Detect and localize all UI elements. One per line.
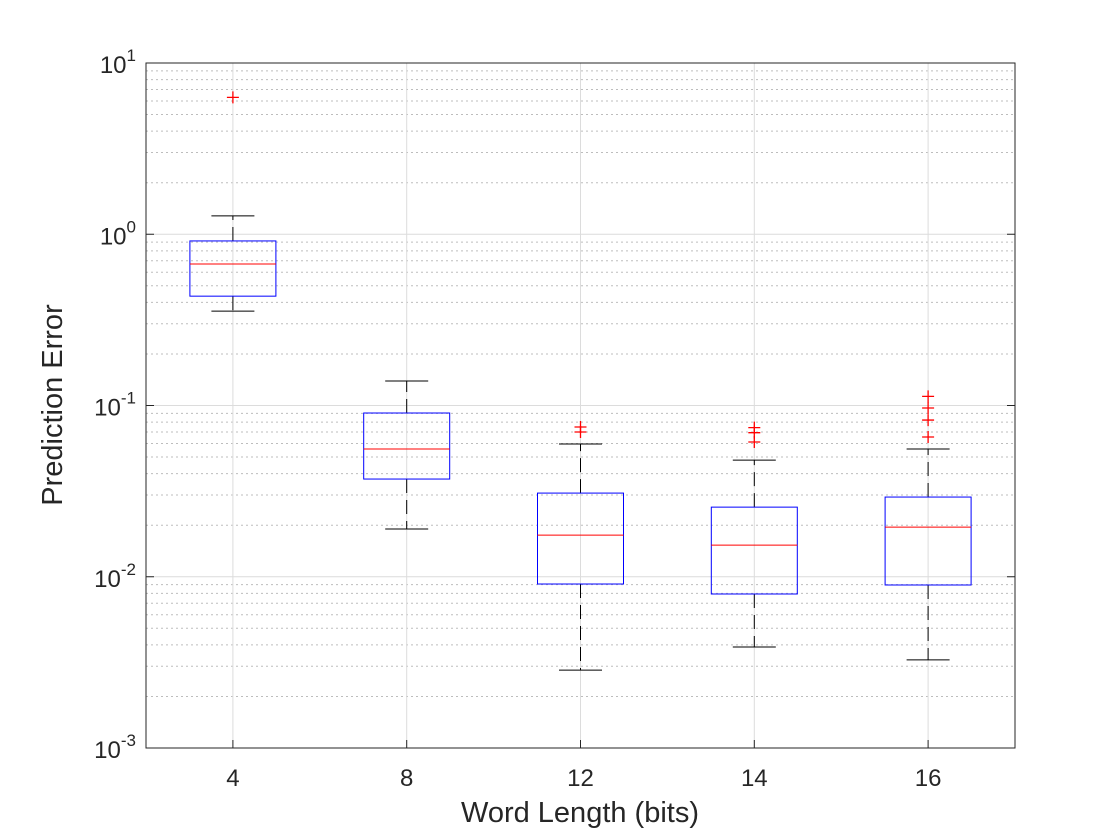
- box: [884, 496, 972, 586]
- y-tick-base: 10: [94, 737, 121, 764]
- x-tick-label: 8: [400, 765, 413, 792]
- x-tick-label: 14: [741, 765, 768, 792]
- outlier: [922, 414, 935, 427]
- y-tick-exponent: 1: [127, 46, 136, 65]
- x-tick-label: 16: [915, 765, 942, 792]
- y-tick-base: 10: [94, 566, 121, 593]
- outlier: [922, 401, 935, 414]
- x-axis-label: Word Length (bits): [461, 797, 699, 829]
- y-tick-exponent: -2: [121, 560, 136, 579]
- y-tick-base: 10: [100, 52, 127, 79]
- y-tick-label: 100: [100, 217, 136, 250]
- y-tick-label: 10-1: [94, 389, 136, 422]
- x-tick-label: 12: [567, 765, 594, 792]
- y-tick-exponent: -3: [121, 731, 136, 750]
- y-axis-label: Prediction Error: [37, 304, 69, 506]
- outlier: [922, 390, 935, 403]
- y-tick-label: 10-2: [94, 560, 136, 593]
- outlier: [748, 436, 761, 449]
- y-tick-base: 10: [94, 395, 121, 422]
- box: [363, 412, 451, 480]
- outlier: [226, 91, 239, 104]
- outlier: [922, 430, 935, 443]
- box: [189, 240, 277, 297]
- y-tick-exponent: 0: [127, 217, 136, 236]
- y-tick-label: 10-3: [94, 731, 136, 764]
- y-tick-label: 101: [100, 46, 136, 79]
- plot-frame: [145, 62, 1016, 749]
- box: [710, 506, 798, 595]
- outlier: [574, 426, 587, 439]
- x-tick-label: 4: [226, 765, 239, 792]
- y-tick-exponent: -1: [121, 389, 136, 408]
- box: [537, 492, 624, 585]
- y-tick-base: 10: [100, 223, 127, 250]
